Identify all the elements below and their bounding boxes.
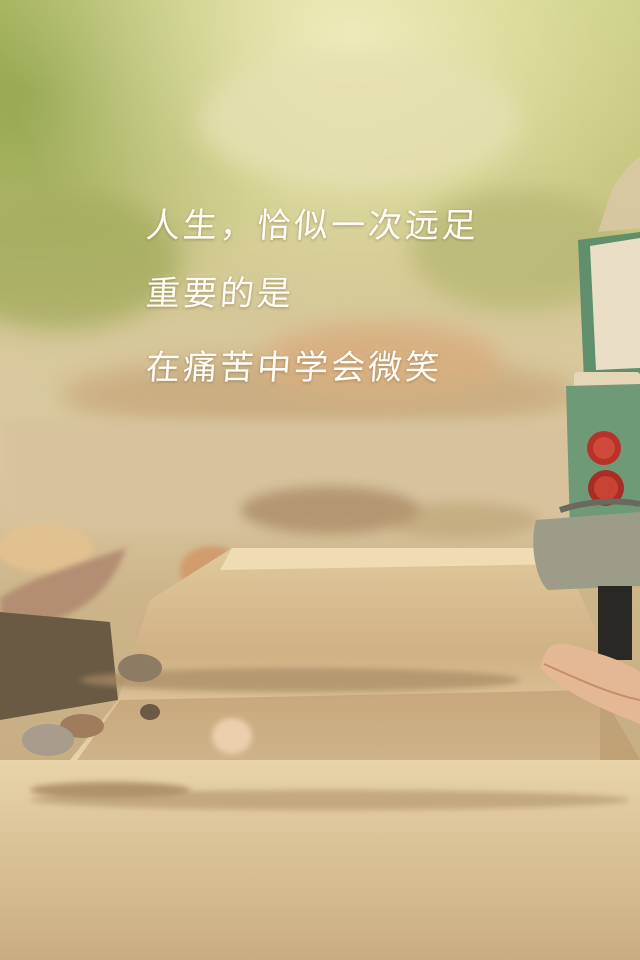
quote-line-3: 在痛苦中学会微笑 <box>144 348 444 388</box>
quote-text: 人生，恰似一次远足 重要的是 在痛苦中学会微笑 <box>144 196 586 388</box>
toy-bus <box>533 156 640 660</box>
quote-line-2: 重要的是 <box>144 274 296 314</box>
quote-line-1: 人生，恰似一次远足 <box>144 206 481 246</box>
